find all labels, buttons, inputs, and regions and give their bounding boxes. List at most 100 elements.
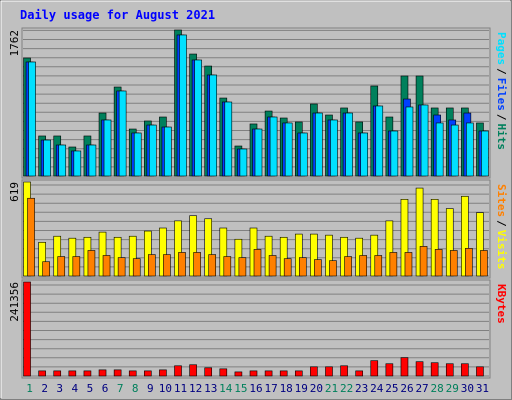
bar xyxy=(344,256,352,277)
x-tick-label: 3 xyxy=(56,382,63,395)
bar xyxy=(174,365,182,377)
bar xyxy=(374,255,383,277)
bar xyxy=(330,119,338,177)
bar xyxy=(449,250,458,277)
bar xyxy=(102,255,111,277)
legend-separator: / xyxy=(495,220,508,227)
bar xyxy=(420,104,429,177)
bar xyxy=(144,370,152,377)
bar xyxy=(249,370,258,377)
bar xyxy=(435,122,444,177)
x-tick-label: 4 xyxy=(72,382,79,395)
legend: KBytes xyxy=(495,284,508,324)
x-tick-label: 5 xyxy=(87,382,94,395)
x-tick-label: 30 xyxy=(461,382,474,395)
x-tick-label: 7 xyxy=(117,382,124,395)
legend-entry: Hits xyxy=(495,124,508,151)
bar xyxy=(83,370,92,377)
bar xyxy=(149,124,157,177)
bar xyxy=(254,128,263,177)
bar xyxy=(466,122,474,177)
bar xyxy=(253,249,262,277)
bar xyxy=(204,367,213,377)
x-tick-label: 31 xyxy=(476,382,489,395)
bar xyxy=(299,132,308,177)
bar xyxy=(345,112,353,177)
x-tick-label: 12 xyxy=(189,382,202,395)
bar xyxy=(87,250,96,277)
bar xyxy=(57,256,66,277)
bar xyxy=(194,59,202,177)
chart-title: Daily usage for August 2021 xyxy=(20,8,215,22)
bar xyxy=(310,366,318,377)
bar xyxy=(465,248,473,277)
bar xyxy=(117,257,126,277)
bar xyxy=(144,230,152,277)
x-tick-label: 6 xyxy=(102,382,109,395)
legend-entry: Pages xyxy=(495,32,508,65)
bar xyxy=(461,363,469,377)
bar xyxy=(430,199,439,277)
x-tick-label: 1 xyxy=(26,382,33,395)
x-tick-label: 10 xyxy=(159,382,172,395)
bar xyxy=(164,126,172,177)
bar xyxy=(415,187,424,277)
bar xyxy=(430,362,439,377)
bar xyxy=(42,261,50,277)
bar xyxy=(128,370,137,377)
bar xyxy=(73,150,82,177)
bar xyxy=(476,212,484,277)
legend-entry: Files xyxy=(495,78,508,111)
x-tick-label: 9 xyxy=(147,382,154,395)
y-max-label: 619 xyxy=(8,182,21,202)
x-tick-label: 25 xyxy=(385,382,398,395)
bar xyxy=(98,231,107,277)
bar xyxy=(68,370,77,377)
bar xyxy=(103,119,112,177)
bar xyxy=(98,369,107,377)
bar xyxy=(359,255,367,277)
x-tick-label: 14 xyxy=(219,382,233,395)
bar xyxy=(360,132,368,177)
bar xyxy=(385,363,394,377)
bar xyxy=(72,256,81,277)
bar xyxy=(113,236,122,277)
bar xyxy=(375,105,384,177)
bar xyxy=(400,357,409,377)
bar xyxy=(189,215,197,277)
bar xyxy=(310,233,318,277)
bar xyxy=(445,363,454,377)
bar xyxy=(404,252,413,277)
x-tick-label: 17 xyxy=(264,382,277,395)
bar xyxy=(148,254,156,277)
bar xyxy=(128,235,137,277)
bar xyxy=(58,144,67,177)
bar xyxy=(481,130,489,177)
bar xyxy=(178,252,186,277)
bar xyxy=(238,257,247,277)
bar xyxy=(355,370,363,377)
bar xyxy=(43,139,51,177)
x-tick-label: 8 xyxy=(132,382,139,395)
x-tick-label: 18 xyxy=(280,382,293,395)
bar xyxy=(219,368,228,377)
bar xyxy=(294,370,303,377)
x-tick-label: 20 xyxy=(310,382,323,395)
y-max-label: 1762 xyxy=(8,30,21,57)
bar xyxy=(329,260,337,277)
legend-entry: Visits xyxy=(495,230,508,270)
x-tick-label: 29 xyxy=(446,382,459,395)
x-tick-label: 28 xyxy=(431,382,444,395)
legend-entry: Sites xyxy=(495,184,508,217)
bar xyxy=(279,236,288,277)
legend-entry: KBytes xyxy=(495,284,508,324)
bar xyxy=(27,197,35,277)
bar xyxy=(193,252,201,277)
bar xyxy=(370,360,379,377)
panel xyxy=(21,279,491,379)
bar xyxy=(159,227,167,277)
bar xyxy=(415,361,424,377)
bar xyxy=(189,364,197,377)
bar xyxy=(23,281,31,377)
bar xyxy=(88,144,97,177)
